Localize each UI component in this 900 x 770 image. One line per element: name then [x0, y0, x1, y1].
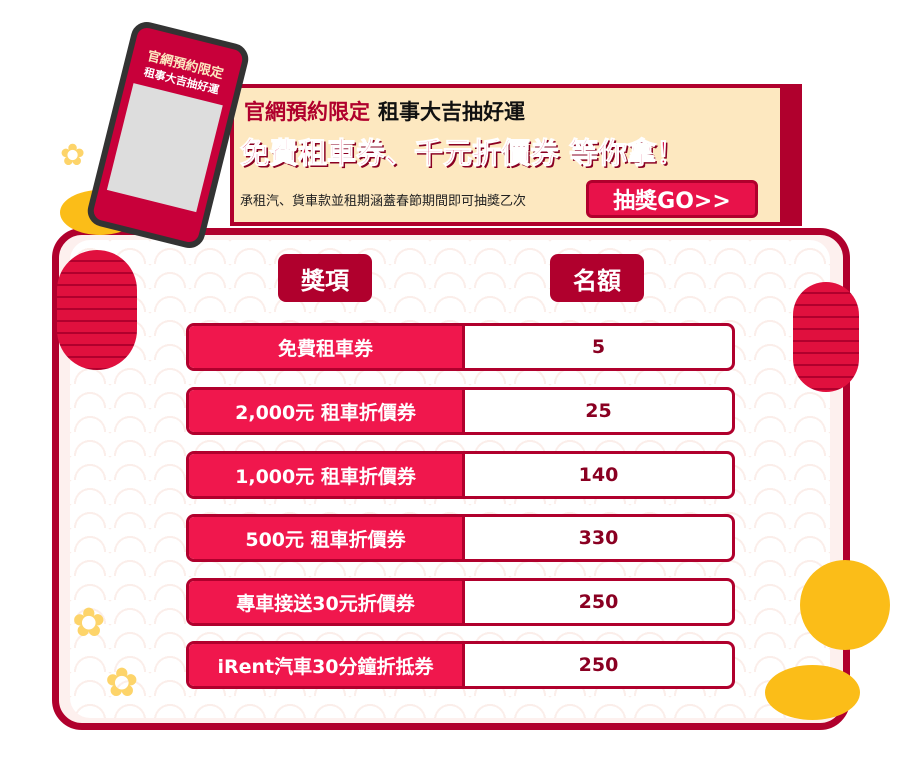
table-row: 1,000元 租車折價券 140: [186, 451, 735, 499]
table-row: 免費租車券 5: [186, 323, 735, 371]
prize-name: 2,000元 租車折價券: [189, 390, 465, 432]
banner-note: 承租汽、貨車款並租期涵蓋春節期間即可抽獎乙次: [240, 194, 527, 209]
table-row: iRent汽車30分鐘折抵券 250: [186, 641, 735, 689]
prize-name: 免費租車券: [189, 326, 465, 368]
header-prize: 獎項: [278, 254, 372, 302]
lantern-left-icon: [57, 250, 137, 370]
prize-count: 250: [578, 591, 619, 613]
prize-name: 1,000元 租車折價券: [189, 454, 465, 496]
prize-count: 140: [578, 464, 619, 486]
banner-title: 官網預約限定 租事大吉抽好運: [244, 100, 525, 124]
car-image: [106, 83, 223, 213]
prize-count: 5: [591, 336, 606, 358]
draw-go-button[interactable]: 抽獎GO>>: [586, 180, 758, 218]
phone-illustration: 官網預約限定 租事大吉抽好運: [84, 18, 252, 252]
prize-name: iRent汽車30分鐘折抵券: [189, 644, 465, 686]
prize-name: 專車接送30元折價券: [189, 581, 465, 623]
prize-count: 25: [585, 400, 612, 422]
flower-icon: ✿: [60, 138, 86, 173]
table-row: 500元 租車折價券 330: [186, 514, 735, 562]
banner-headline: 免費租車券、千元折價券 等你拿！: [239, 136, 686, 171]
flower-icon: ✿: [72, 600, 106, 646]
lantern-right-icon: [793, 282, 859, 392]
promo-banner: 官網預約限定 租事大吉抽好運 免費租車券、千元折價券 等你拿！ 承租汽、貨車款並租…: [230, 84, 802, 226]
gold-ingot-icon: [765, 665, 860, 720]
flower-icon: ✿: [105, 660, 139, 706]
prize-count: 330: [578, 527, 619, 549]
header-count: 名額: [550, 254, 644, 302]
prize-name: 500元 租車折價券: [189, 517, 465, 559]
table-row: 專車接送30元折價券 250: [186, 578, 735, 626]
table-row: 2,000元 租車折價券 25: [186, 387, 735, 435]
gold-coins-icon: [800, 560, 890, 650]
prize-count: 250: [578, 654, 619, 676]
